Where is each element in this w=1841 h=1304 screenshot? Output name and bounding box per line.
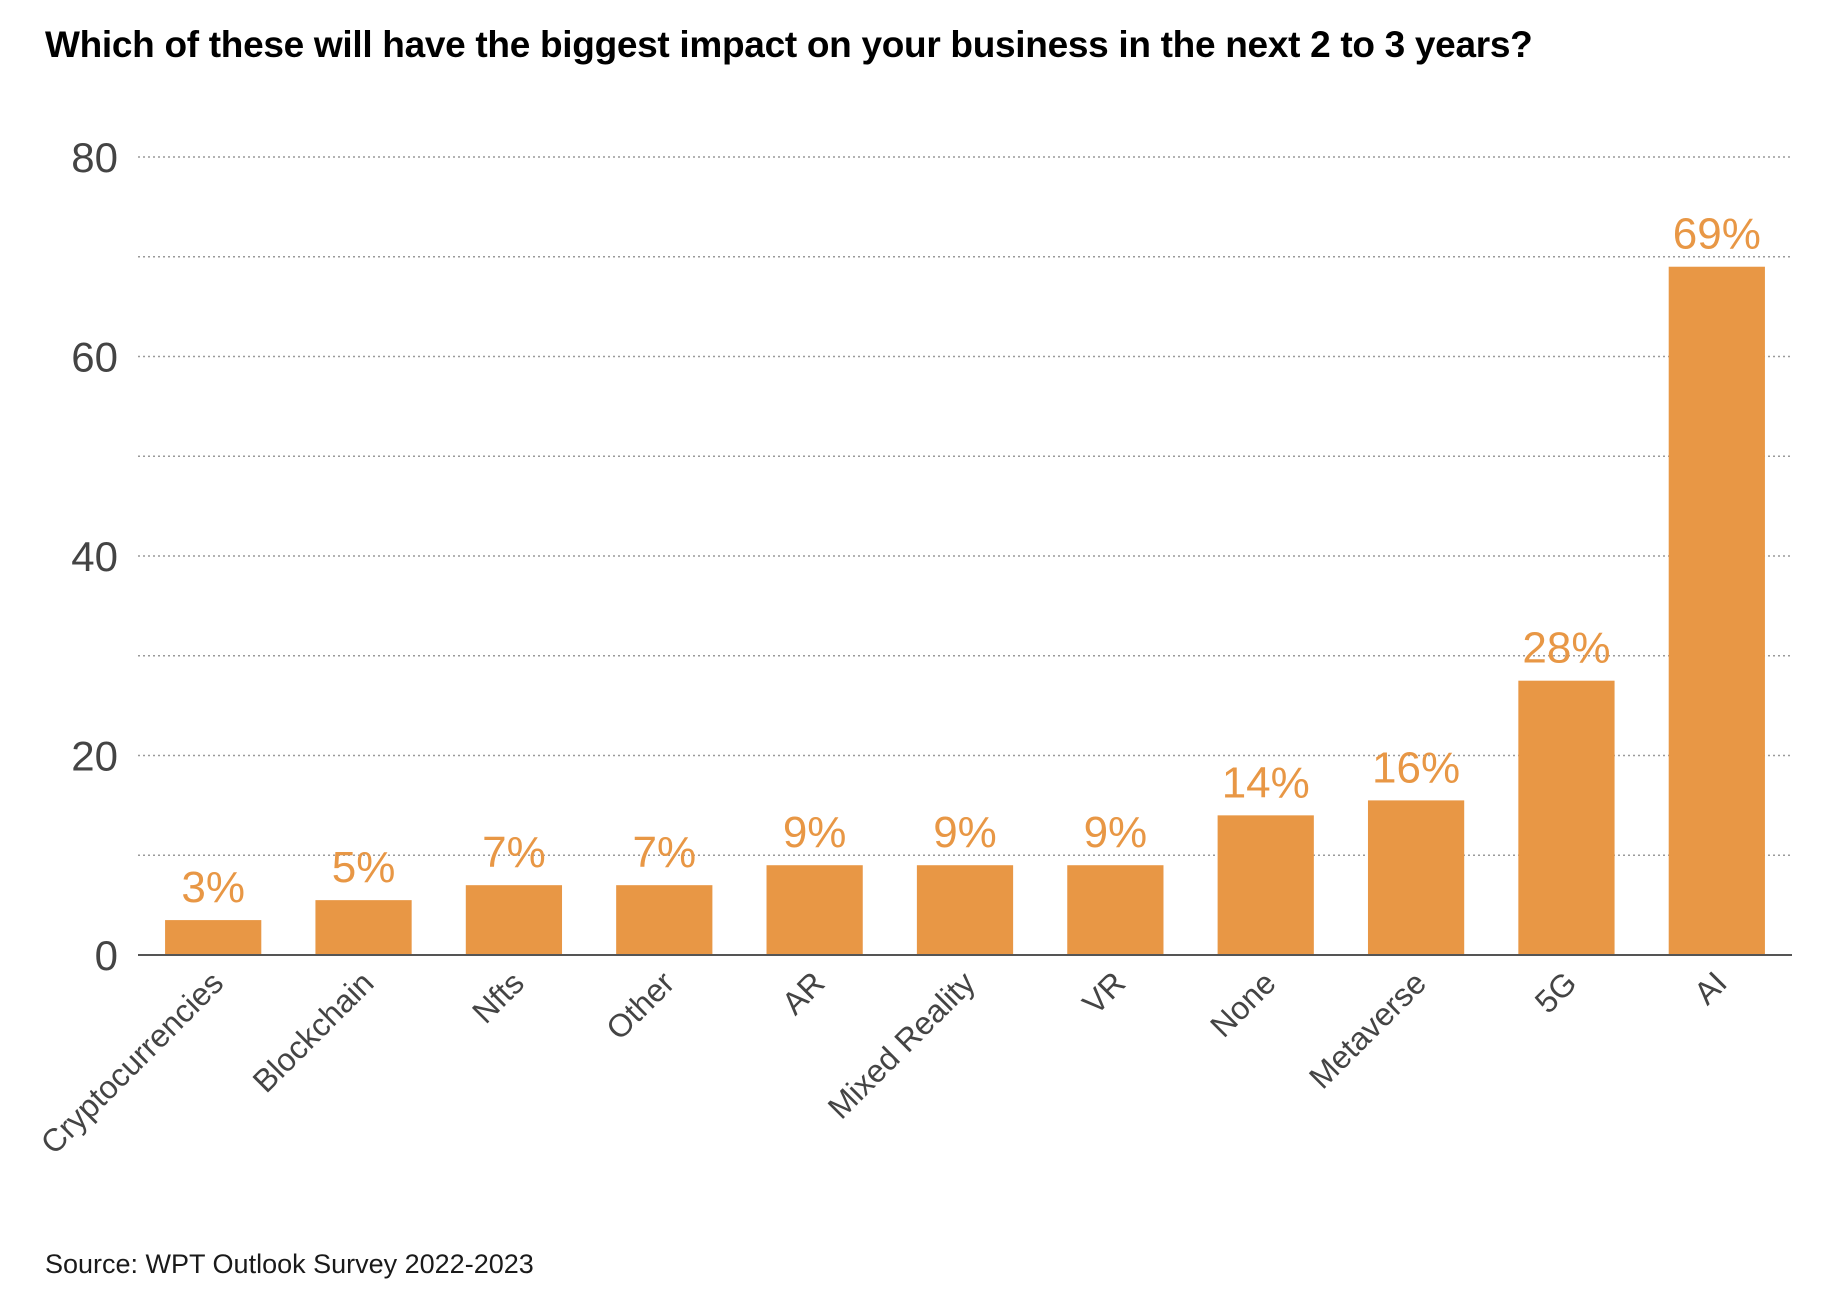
bar <box>1668 266 1765 956</box>
chart-title: Which of these will have the biggest imp… <box>45 24 1533 65</box>
x-tick-label: Metaverse <box>1302 964 1433 1095</box>
bar <box>315 900 412 955</box>
x-tick-label: AR <box>775 964 832 1021</box>
y-axis-tick-labels: 0 20 40 60 80 <box>71 134 118 979</box>
y-tick-label: 80 <box>71 134 118 181</box>
source-note: Source: WPT Outlook Survey 2022-2023 <box>45 1249 534 1279</box>
x-tick-label: 5G <box>1528 964 1584 1020</box>
y-tick-label: 0 <box>95 932 118 979</box>
data-label: 69% <box>1673 210 1761 259</box>
data-label: 3% <box>181 863 245 912</box>
data-label: 28% <box>1522 624 1610 673</box>
x-tick-label: Nfts <box>465 964 531 1030</box>
x-tick-label: Mixed Reality <box>821 964 982 1125</box>
y-tick-label: 40 <box>71 533 118 580</box>
x-tick-label: AI <box>1687 964 1734 1011</box>
y-tick-label: 20 <box>71 733 118 780</box>
bar <box>1367 800 1465 955</box>
data-label: 9% <box>783 808 847 857</box>
bar <box>1217 815 1314 955</box>
x-axis-tick-labels: Cryptocurrencies Blockchain Nfts Other ARMix… <box>34 964 1734 1161</box>
x-tick-label: Blockchain <box>246 964 381 1099</box>
bar <box>1518 680 1615 955</box>
x-tick-label: Other <box>599 964 681 1046</box>
data-label: 7% <box>632 828 696 877</box>
gridlines <box>138 156 1792 857</box>
bar <box>616 885 713 955</box>
bar <box>165 920 262 955</box>
x-tick-label: None <box>1203 964 1283 1044</box>
bar <box>916 865 1014 955</box>
data-label: 16% <box>1372 743 1460 792</box>
x-tick-label: VR <box>1075 964 1132 1021</box>
bar <box>766 865 863 955</box>
data-label: 5% <box>332 843 396 892</box>
bar <box>1067 865 1164 955</box>
y-tick-label: 60 <box>71 334 118 381</box>
data-label: 9% <box>933 808 997 857</box>
x-tick-label: Cryptocurrencies <box>34 964 230 1160</box>
data-label: 9% <box>1084 808 1148 857</box>
bars <box>165 266 1765 956</box>
bar <box>465 885 563 955</box>
data-label: 14% <box>1222 758 1310 807</box>
data-labels: 3% 5% 7% 7% 9% 9% 9% 14% 16% 28% 69% <box>181 210 1760 912</box>
data-label: 7% <box>482 828 546 877</box>
